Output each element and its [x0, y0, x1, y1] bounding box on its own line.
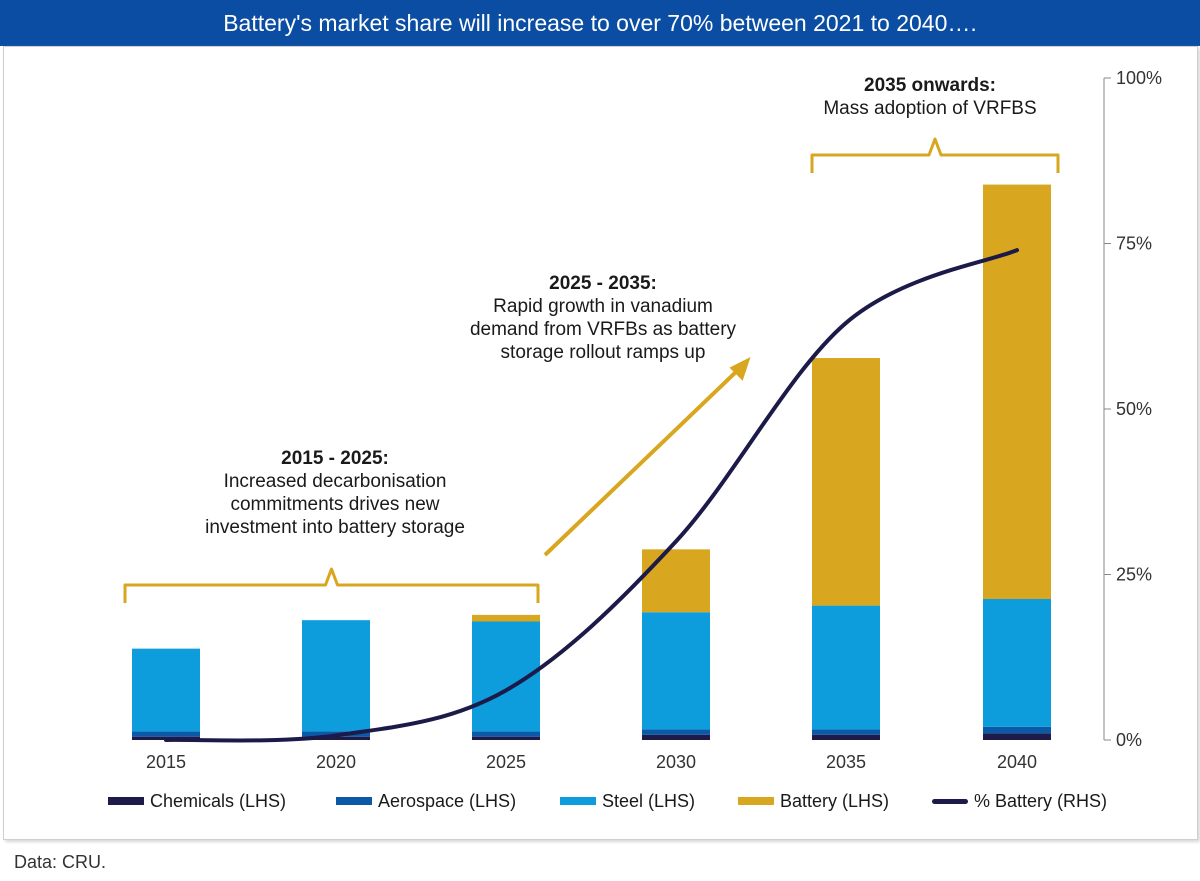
bar-battery-2035 [812, 358, 880, 606]
annotation-line: Increased decarbonisation [223, 471, 447, 492]
legend-swatch [932, 798, 968, 804]
bar-battery-2025 [472, 614, 540, 622]
right-axis-tick-label: 100% [1116, 68, 1162, 88]
legend-swatch [336, 797, 372, 805]
x-tick-label: 2035 [826, 752, 866, 772]
legend-item-battery-share: % Battery (RHS) [932, 786, 1107, 816]
annotation-title: 2015 - 2025: [281, 448, 389, 469]
x-tick-label: 2030 [656, 752, 696, 772]
bar-battery-2030 [642, 549, 710, 613]
chart-title: Battery's market share will increase to … [0, 0, 1200, 46]
right-axis-tick-label: 25% [1116, 565, 1152, 585]
bar-aerospace-2015 [132, 731, 200, 737]
bar-chemicals-2020 [302, 736, 370, 740]
legend-swatch [560, 797, 596, 805]
bar-steel-2020 [302, 620, 370, 732]
legend-item-steel: Steel (LHS) [560, 786, 695, 816]
x-tick-label: 2040 [997, 752, 1037, 772]
right-axis-tick-label: 75% [1116, 234, 1152, 254]
line-battery-share [164, 248, 1019, 743]
annotation-line: investment into battery storage [205, 517, 465, 538]
bar-battery-2040 [983, 184, 1051, 599]
legend-label: Aerospace (LHS) [378, 790, 517, 811]
annotation-line: Rapid growth in vanadium [493, 296, 713, 317]
bar-aerospace-2035 [812, 729, 880, 735]
legend-item-aerospace: Aerospace (LHS) [336, 786, 516, 816]
annotation-2025-2035: 2025 - 2035: Rapid growth in vanadium de… [438, 272, 768, 364]
annotation-line: Mass adoption of VRFBS [823, 98, 1037, 119]
x-tick-label: 2015 [146, 752, 186, 772]
bracket-2035-onwards [810, 137, 1060, 173]
bar-chemicals-2040 [983, 733, 1051, 740]
x-tick-label: 2025 [486, 752, 526, 772]
legend-label: Steel (LHS) [602, 790, 696, 811]
bar-steel-2030 [642, 612, 710, 730]
bracket-2015-2025 [123, 567, 540, 603]
legend-item-battery: Battery (LHS) [738, 786, 889, 816]
annotation-2035-onwards: 2035 onwards: Mass adoption of VRFBS [780, 74, 1080, 120]
bar-aerospace-2030 [642, 729, 710, 735]
source-footnote: Data: CRU. [14, 852, 107, 872]
legend-label: Chemicals (LHS) [150, 790, 287, 811]
annotation-title: 2035 onwards: [864, 75, 996, 96]
annotation-title: 2025 - 2035: [549, 273, 657, 294]
legend-label: % Battery (RHS) [974, 790, 1108, 811]
legend-item-chemicals: Chemicals (LHS) [108, 786, 286, 816]
annotation-2015-2025: 2015 - 2025: Increased decarbonisation c… [170, 447, 500, 539]
annotation-line: storage rollout ramps up [500, 342, 706, 363]
x-tick-label: 2020 [316, 752, 356, 772]
legend-label: Battery (LHS) [780, 790, 890, 811]
legend-swatch [738, 797, 774, 805]
chart-legend: Chemicals (LHS) Aerospace (LHS) Steel (L… [0, 786, 1200, 816]
annotation-line: commitments drives new [230, 494, 440, 515]
right-axis-tick-label: 0% [1116, 730, 1142, 750]
legend-swatch [108, 797, 144, 805]
bar-chemicals-2030 [642, 734, 710, 740]
bar-chemicals-2035 [812, 734, 880, 740]
right-axis-tick-label: 50% [1116, 399, 1152, 419]
arrow-2025-2035-shaft [543, 368, 740, 557]
annotation-line: demand from VRFBs as battery [469, 319, 737, 340]
bar-chemicals-2025 [472, 736, 540, 740]
bar-steel-2040 [983, 598, 1051, 727]
arrow-2025-2035-head [729, 357, 751, 381]
bar-aerospace-2040 [983, 726, 1051, 734]
bar-steel-2015 [132, 648, 200, 732]
bar-steel-2035 [812, 605, 880, 730]
bar-aerospace-2025 [472, 731, 540, 737]
